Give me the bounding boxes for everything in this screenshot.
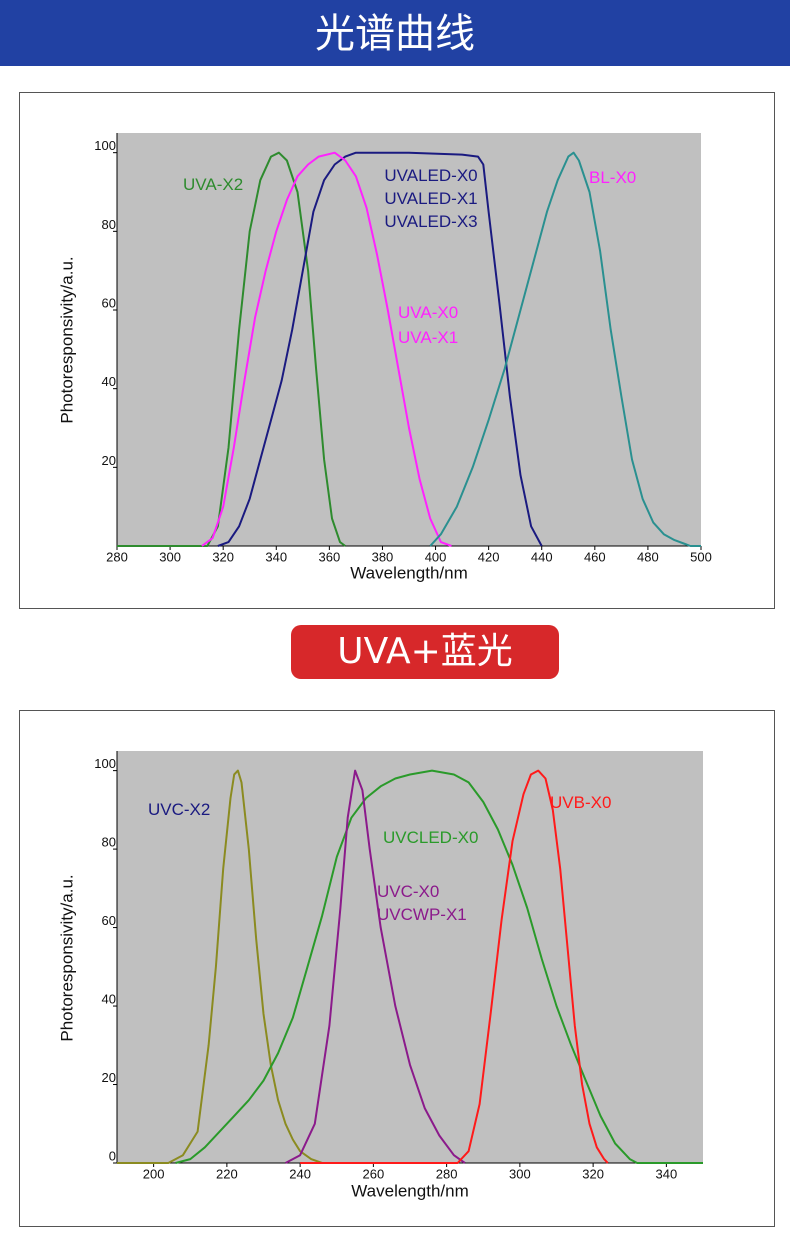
x-tick-label: 280 (436, 1166, 458, 1181)
y-tick-label: 20 (102, 1070, 116, 1085)
y-tick-label: 80 (102, 835, 116, 850)
y-tick-label: 0 (109, 1148, 116, 1163)
y-tick-label: 60 (102, 913, 116, 928)
y-tick-label: 20 (102, 453, 116, 468)
x-tick-label: 400 (425, 549, 447, 564)
x-tick-label: 200 (143, 1166, 165, 1181)
x-tick-label: 340 (265, 549, 287, 564)
x-tick-label: 460 (584, 549, 606, 564)
x-tick-label: 320 (212, 549, 234, 564)
plot-area (117, 133, 701, 546)
curve-label: UVC-X2 (148, 800, 210, 819)
x-tick-label: 220 (216, 1166, 238, 1181)
y-axis-label: Photoresponsivity/a.u. (57, 874, 76, 1041)
series-line (117, 151, 346, 547)
y-tick-label: 100 (94, 756, 116, 771)
x-tick-label: 500 (690, 549, 712, 564)
x-axis-label: Wavelength/nm (351, 1181, 468, 1200)
series-line (285, 769, 466, 1164)
header-title: 光谱曲线 (315, 11, 475, 57)
curve-label: UVC-X0 (377, 882, 439, 901)
x-tick-label: 280 (106, 549, 128, 564)
curve-label: UVALED-X3 (384, 212, 477, 231)
curve-label: UVALED-X1 (384, 189, 477, 208)
x-tick-label: 380 (372, 549, 394, 564)
y-tick-label: 40 (102, 991, 116, 1006)
y-tick-label: 80 (102, 217, 116, 232)
y-axis-label: Photoresponsivity/a.u. (57, 256, 76, 423)
series-line (300, 769, 609, 1164)
series-line (117, 769, 323, 1164)
x-tick-label: 440 (531, 549, 553, 564)
y-tick-label: 100 (94, 138, 116, 153)
series-line (429, 151, 701, 547)
plot-area (117, 751, 703, 1163)
curve-label: UVCLED-X0 (383, 828, 478, 847)
x-tick-label: 300 (159, 549, 181, 564)
x-tick-label: 360 (319, 549, 341, 564)
x-tick-label: 320 (582, 1166, 604, 1181)
x-tick-label: 340 (656, 1166, 678, 1181)
curve-label: UVA-X1 (398, 328, 458, 347)
curve-label: UVB-X0 (550, 793, 611, 812)
badge: UVA+蓝光 (337, 631, 512, 672)
x-tick-label: 240 (289, 1166, 311, 1181)
badge-bg (291, 625, 559, 679)
series-line (217, 151, 543, 547)
x-tick-label: 300 (509, 1166, 531, 1181)
header-banner (0, 0, 790, 66)
x-tick-label: 480 (637, 549, 659, 564)
curve-label: UVALED-X0 (384, 166, 477, 185)
x-tick-label: 260 (363, 1166, 385, 1181)
curve-label: UVCWP-X1 (377, 905, 467, 924)
y-tick-label: 40 (102, 374, 116, 389)
curve-label: UVA-X0 (398, 303, 458, 322)
x-axis-label: Wavelength/nm (350, 563, 467, 582)
x-tick-label: 420 (478, 549, 500, 564)
curve-label: UVA-X2 (183, 175, 243, 194)
series-line (201, 151, 452, 547)
curve-label: BL-X0 (589, 168, 636, 187)
y-tick-label: 60 (102, 295, 116, 310)
